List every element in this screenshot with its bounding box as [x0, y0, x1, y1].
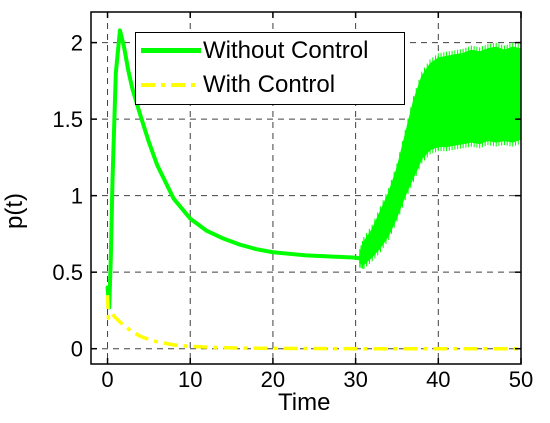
- y-tick-label-0: 0: [71, 337, 83, 362]
- x-tick-label-1: 10: [178, 367, 202, 392]
- x-tick-label-2: 20: [261, 367, 285, 392]
- series-with-control-line: [105, 295, 521, 351]
- legend-swatch-without-control: [141, 48, 201, 53]
- series-without-control-line: [105, 28, 362, 310]
- x-tick-label-4: 40: [426, 367, 450, 392]
- y-tick-label-1: 0.5: [52, 260, 83, 285]
- legend: Without Control With Control: [135, 32, 405, 105]
- x-tick-label-5: 50: [509, 367, 533, 392]
- legend-entry-with-control: With Control: [136, 68, 404, 102]
- series-without-control-oscillation-texture: [359, 42, 521, 270]
- x-axis-label: Time: [278, 389, 331, 416]
- y-tick-label-4: 2: [71, 31, 83, 56]
- legend-label-without-control: Without Control: [203, 37, 369, 64]
- y-tick-label-2: 1: [71, 184, 83, 209]
- legend-entry-without-control: Without Control: [136, 34, 404, 68]
- legend-label-with-control: With Control: [203, 71, 336, 98]
- y-axis-label: p(t): [1, 193, 28, 229]
- plot-frame: [90, 11, 522, 365]
- y-tick-label-3: 1.5: [52, 107, 83, 132]
- legend-swatch-with-control: [141, 83, 201, 87]
- x-tick-label-0: 0: [101, 367, 113, 392]
- x-tick-label-3: 30: [343, 367, 367, 392]
